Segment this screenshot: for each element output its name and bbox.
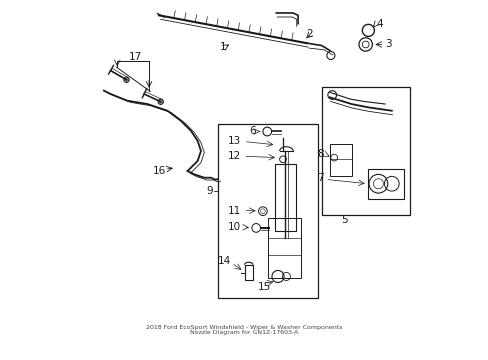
Text: 1: 1 [219,42,225,52]
Text: 9: 9 [205,186,212,196]
Text: 7: 7 [317,174,324,183]
Text: 8: 8 [317,149,324,159]
Text: 11: 11 [227,206,241,216]
Text: 16: 16 [152,166,165,176]
Text: 2018 Ford EcoSport Windshield - Wiper & Washer Components
Nozzle Diagram for GN1: 2018 Ford EcoSport Windshield - Wiper & … [146,325,342,336]
Text: 15: 15 [258,282,271,292]
Text: 10: 10 [227,222,241,232]
Text: 13: 13 [227,136,241,146]
Circle shape [158,99,163,104]
Bar [267,218,301,278]
Bar [244,265,252,280]
Text: 12: 12 [227,151,241,161]
Bar [367,169,403,199]
Text: 17: 17 [129,52,142,62]
Text: 4: 4 [376,19,383,29]
Bar [321,87,409,215]
Text: 5: 5 [341,215,347,225]
Text: 14: 14 [217,256,230,266]
Bar [274,164,296,231]
Bar [329,144,351,176]
Text: 3: 3 [385,40,391,49]
Circle shape [123,77,129,82]
Bar [217,124,318,298]
Text: 2: 2 [306,29,312,39]
Text: 6: 6 [249,126,256,136]
